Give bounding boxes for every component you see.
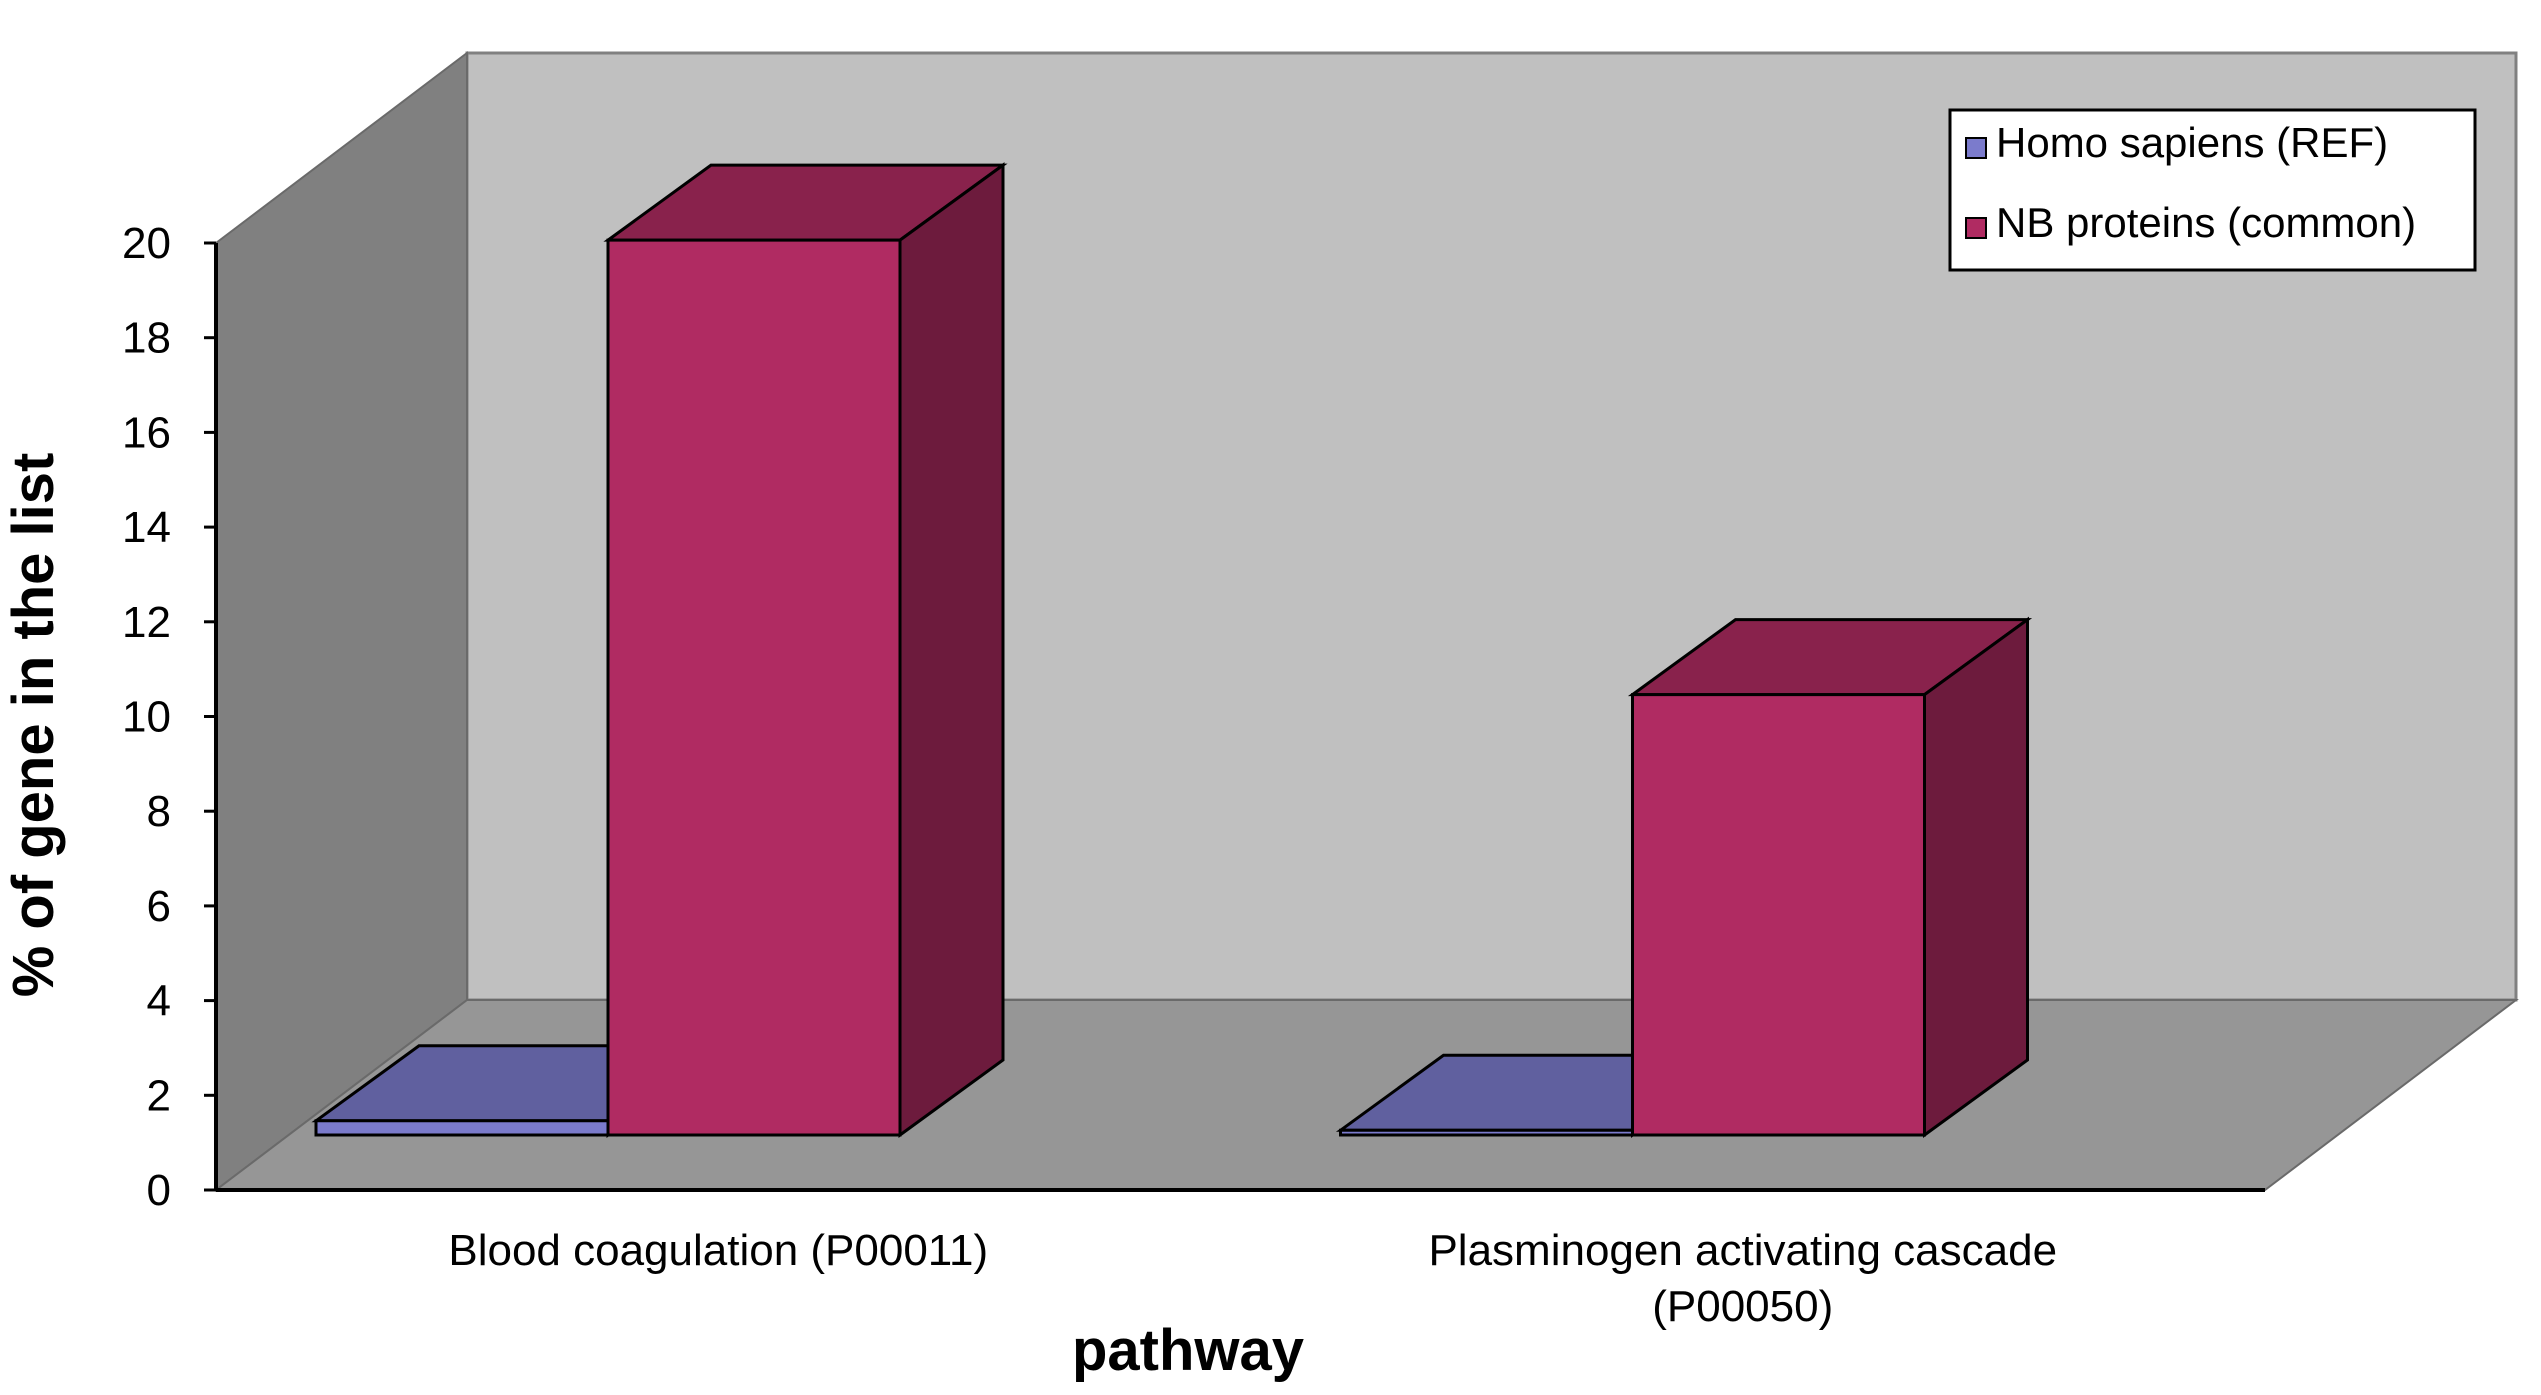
- bar-side: [898, 162, 1005, 1138]
- bar-front: [606, 238, 902, 1137]
- y-tick-label: 18: [122, 314, 171, 363]
- legend-label: Homo sapiens (REF): [1996, 119, 2388, 166]
- y-tick-label: 8: [147, 787, 171, 836]
- bar-front: [1631, 693, 1926, 1137]
- y-tick-label: 10: [122, 693, 171, 742]
- x-category-label: (P00050): [1652, 1282, 1833, 1331]
- bar: [1627, 616, 2033, 1138]
- legend-box: [1948, 108, 2477, 272]
- y-tick-label: 6: [147, 882, 171, 931]
- x-axis-categories: Blood coagulation (P00011) Plasminogen ac…: [448, 1226, 2057, 1331]
- bar-side: [1923, 616, 2029, 1138]
- y-tick-label: 20: [122, 219, 171, 268]
- legend-swatch: [1965, 137, 1987, 159]
- y-tick-label: 0: [147, 1166, 171, 1215]
- x-axis-title: pathway: [1072, 1318, 1304, 1383]
- bars: [311, 162, 2033, 1138]
- legend-label: NB proteins (common): [1996, 199, 2416, 246]
- x-category-label: Plasminogen activating cascade: [1428, 1226, 2057, 1275]
- bar: [603, 162, 1008, 1138]
- side-wall: [215, 50, 468, 1193]
- legend-swatch: [1965, 217, 1987, 239]
- y-tick-label: 14: [122, 503, 171, 552]
- y-tick-label: 4: [147, 977, 171, 1026]
- y-tick-label: 12: [122, 598, 171, 647]
- bar-front: [314, 1119, 610, 1137]
- legend: Homo sapiens (REF) NB proteins (common): [1948, 108, 2477, 272]
- x-category-label: Blood coagulation (P00011): [448, 1226, 988, 1275]
- y-tick-label: 2: [147, 1071, 171, 1120]
- y-tick-label: 16: [122, 408, 171, 457]
- bar-front: [1339, 1128, 1634, 1137]
- y-axis-ticks: 0 2 4 6 8 10 12 14 16 18 20: [122, 219, 216, 1215]
- y-axis-title: % of gene in the list: [1, 453, 66, 998]
